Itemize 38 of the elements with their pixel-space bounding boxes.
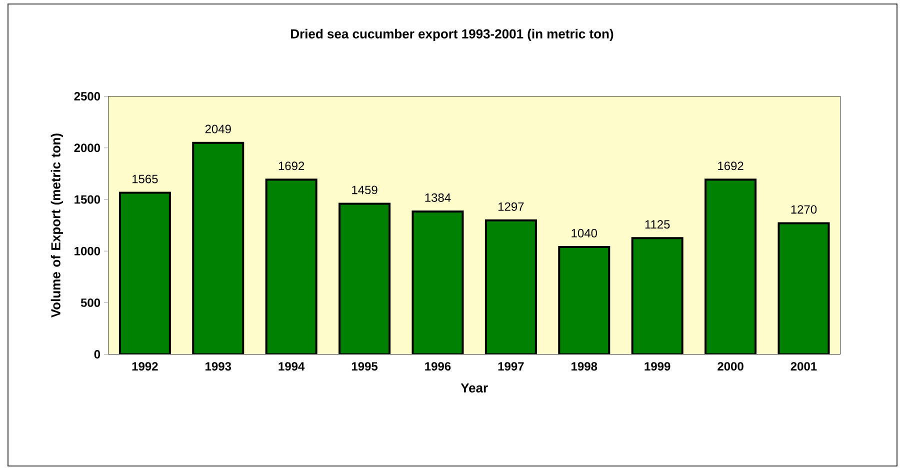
bar: [559, 246, 610, 354]
x-tick-label: 1992: [132, 362, 158, 371]
x-tick-label: 1999: [644, 362, 670, 371]
bar: [193, 142, 244, 354]
bar: [486, 220, 536, 354]
data-label: 1459: [352, 186, 378, 194]
x-tick-label: 1994: [278, 362, 305, 371]
y-tick-label: 0: [94, 350, 100, 359]
bar: [706, 180, 756, 354]
bar: [412, 211, 463, 354]
x-axis-title: Year: [460, 383, 488, 393]
x-tick-label: 1993: [206, 362, 232, 371]
y-tick-label: 500: [80, 298, 100, 307]
data-label: 2049: [205, 124, 231, 134]
x-tick-label: 2000: [718, 362, 744, 371]
data-label: 1125: [645, 220, 670, 229]
x-tick-label: 1997: [498, 362, 524, 371]
y-axis-title: Volume of Export (metric ton): [50, 134, 63, 318]
y-tick-label: 2500: [74, 92, 100, 101]
y-tick-label: 1000: [74, 246, 100, 256]
x-tick-label: 1995: [352, 362, 378, 371]
data-label: 1384: [425, 193, 451, 202]
x-tick-label: 1998: [572, 362, 598, 371]
x-tick-label: 2001: [790, 362, 817, 371]
bar: [632, 238, 682, 354]
data-label: 1040: [572, 228, 598, 238]
data-label: 1297: [498, 202, 524, 211]
chart-title: Dried sea cucumber export 1993-2001 (in metric ton): [291, 28, 614, 42]
data-label: 1692: [718, 162, 744, 170]
y-tick-label: 1500: [74, 195, 100, 204]
y-tick-label: 2000: [74, 144, 100, 152]
bar: [340, 204, 390, 354]
data-label: 1565: [132, 174, 158, 184]
data-label: 1692: [278, 162, 304, 170]
data-label: 1270: [791, 205, 817, 214]
x-tick-label: 1996: [425, 362, 451, 371]
bar: [266, 180, 316, 354]
bar: [120, 192, 170, 354]
